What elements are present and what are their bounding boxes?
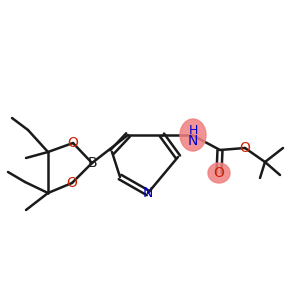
Ellipse shape: [208, 163, 230, 183]
Text: H: H: [188, 124, 198, 137]
Text: N: N: [188, 134, 198, 148]
Text: N: N: [143, 186, 153, 200]
Text: B: B: [87, 156, 97, 170]
Text: O: O: [240, 141, 250, 155]
Text: O: O: [68, 136, 78, 150]
Ellipse shape: [180, 119, 206, 151]
Text: O: O: [67, 176, 77, 190]
Text: O: O: [214, 166, 224, 180]
